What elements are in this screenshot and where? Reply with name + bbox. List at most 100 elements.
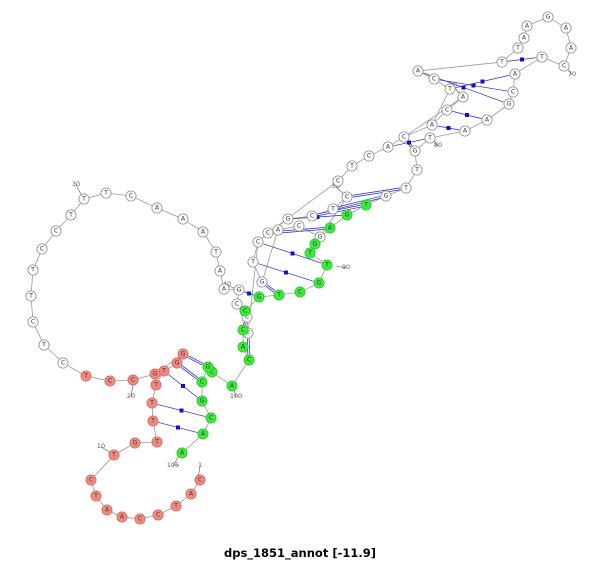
- nucleotide-68[interactable]: A: [518, 32, 530, 44]
- nucleotide-20[interactable]: C: [127, 374, 139, 386]
- nucleotide-12[interactable]: T: [151, 436, 163, 448]
- nucleotide-41[interactable]: C: [231, 298, 243, 310]
- nucleotide-105[interactable]: A: [197, 428, 209, 440]
- nucleotide-76[interactable]: C: [507, 86, 519, 98]
- nucleotide-28[interactable]: C: [36, 243, 48, 255]
- nucleotide-7[interactable]: A: [101, 504, 113, 516]
- nucleotide-90[interactable]: T: [321, 259, 333, 271]
- nucleotide-60[interactable]: A: [457, 91, 469, 103]
- nucleotide-59[interactable]: C: [398, 131, 410, 143]
- nucleotide-33[interactable]: C: [125, 190, 137, 202]
- nucleotide-98[interactable]: C: [243, 354, 255, 366]
- nucleotide-64[interactable]: C: [428, 73, 440, 85]
- nucleotide-92[interactable]: C: [294, 286, 306, 298]
- nucleotide-97[interactable]: A: [237, 341, 249, 353]
- nucleotide-106[interactable]: A: [176, 447, 188, 459]
- nucleotide-67[interactable]: T: [512, 42, 524, 54]
- nucleotide-84[interactable]: G: [380, 190, 392, 202]
- nucleotide-53[interactable]: G: [282, 213, 294, 225]
- nucleotide-96[interactable]: C: [237, 324, 249, 336]
- nucleotide-23[interactable]: C: [57, 357, 69, 369]
- nucleotide-18[interactable]: G: [177, 348, 189, 360]
- nucleotide-51[interactable]: T: [327, 203, 339, 215]
- nucleotide-81[interactable]: G: [409, 145, 421, 157]
- nucleotide-6[interactable]: A: [116, 511, 128, 523]
- nucleotide-72[interactable]: A: [560, 22, 572, 34]
- nucleotide-58[interactable]: A: [382, 141, 394, 153]
- nucleotide-35[interactable]: A: [177, 213, 189, 225]
- nucleotide-5[interactable]: C: [134, 513, 146, 525]
- nucleotide-10[interactable]: T: [108, 449, 120, 461]
- nucleotide-1[interactable]: C: [194, 474, 206, 486]
- nucleotide-34[interactable]: A: [151, 202, 163, 214]
- nucleotide-93[interactable]: T: [273, 289, 285, 301]
- nucleotide-45[interactable]: T: [247, 256, 259, 268]
- nucleotide-40[interactable]: G: [233, 284, 245, 296]
- nucleotide-65[interactable]: A: [412, 65, 424, 77]
- nucleotide-27[interactable]: T: [27, 264, 39, 276]
- nucleotide-38[interactable]: A: [214, 265, 226, 277]
- nucleotide-30[interactable]: T: [65, 209, 77, 221]
- nucleotide-4[interactable]: C: [152, 509, 164, 521]
- nucleotide-52[interactable]: C: [306, 210, 318, 222]
- nucleotide-17[interactable]: G: [171, 357, 183, 369]
- nucleotide-86[interactable]: G: [341, 209, 353, 221]
- nucleotide-100[interactable]: A: [226, 380, 238, 392]
- nucleotide-87[interactable]: A: [324, 222, 336, 234]
- nucleotide-89[interactable]: T: [304, 247, 316, 259]
- nucleotide-91[interactable]: G: [313, 277, 325, 289]
- nucleotide-39[interactable]: A: [218, 283, 230, 295]
- nucleotide-44[interactable]: C: [252, 236, 264, 248]
- nucleotide-50[interactable]: C: [341, 191, 353, 203]
- nucleotide-55[interactable]: C: [332, 175, 344, 187]
- nucleotide-75[interactable]: A: [509, 68, 521, 80]
- nucleotide-70[interactable]: C: [558, 60, 570, 72]
- nucleotide-66[interactable]: T: [496, 56, 508, 68]
- nucleotide-9[interactable]: C: [85, 474, 97, 486]
- nucleotide-71[interactable]: A: [565, 42, 577, 54]
- nucleotide-61[interactable]: C: [441, 104, 453, 116]
- nucleotide-54[interactable]: C: [262, 227, 274, 239]
- nucleotide-3[interactable]: T: [170, 500, 182, 512]
- nucleotide-8[interactable]: T: [90, 490, 102, 502]
- nucleotide-63[interactable]: T: [444, 83, 456, 95]
- nucleotide-15[interactable]: T: [150, 379, 162, 391]
- nucleotide-82[interactable]: T: [411, 164, 423, 176]
- nucleotide-80[interactable]: T: [424, 132, 436, 144]
- nucleotide-56[interactable]: T: [346, 160, 358, 172]
- nucleotide-62[interactable]: A: [426, 119, 438, 131]
- nucleotide-102[interactable]: C: [196, 376, 208, 388]
- nucleotide-88[interactable]: G: [309, 238, 321, 250]
- nucleotide-104[interactable]: C: [205, 412, 217, 424]
- nucleotide-13[interactable]: T: [147, 415, 159, 427]
- nucleotide-37[interactable]: T: [210, 246, 222, 258]
- nucleotide-95[interactable]: C: [239, 305, 251, 317]
- nucleotide-25[interactable]: C: [27, 316, 39, 328]
- nucleotide-21[interactable]: C: [104, 375, 116, 387]
- nucleotide-47[interactable]: A: [272, 224, 284, 236]
- nucleotide-48[interactable]: C: [293, 220, 305, 232]
- nucleotide-36[interactable]: A: [197, 226, 209, 238]
- nucleotide-73[interactable]: G: [542, 11, 554, 23]
- nucleotide-29[interactable]: C: [50, 225, 62, 237]
- nucleotide-77[interactable]: G: [503, 98, 515, 110]
- nucleotide-32[interactable]: T: [100, 187, 112, 199]
- nucleotide-94[interactable]: G: [253, 291, 265, 303]
- nucleotide-69[interactable]: A: [521, 20, 533, 32]
- nucleotide-57[interactable]: C: [363, 150, 375, 162]
- nucleotide-79[interactable]: A: [459, 125, 471, 137]
- nucleotide-22[interactable]: T: [80, 370, 92, 382]
- nucleotide-14[interactable]: T: [146, 397, 158, 409]
- nucleotide-26[interactable]: T: [25, 290, 37, 302]
- nucleotide-103[interactable]: G: [196, 395, 208, 407]
- nucleotide-85[interactable]: T: [360, 199, 372, 211]
- nucleotide-46[interactable]: G: [256, 276, 268, 288]
- nucleotide-11[interactable]: G: [129, 437, 141, 449]
- nucleotide-83[interactable]: T: [400, 182, 412, 194]
- nucleotide-78[interactable]: A: [481, 114, 493, 126]
- nucleotide-74[interactable]: T: [536, 51, 548, 63]
- nucleotide-31[interactable]: T: [78, 193, 90, 205]
- nucleotide-24[interactable]: T: [38, 339, 50, 351]
- nucleotide-2[interactable]: A: [185, 488, 197, 500]
- nucleotide-101[interactable]: G: [202, 361, 214, 373]
